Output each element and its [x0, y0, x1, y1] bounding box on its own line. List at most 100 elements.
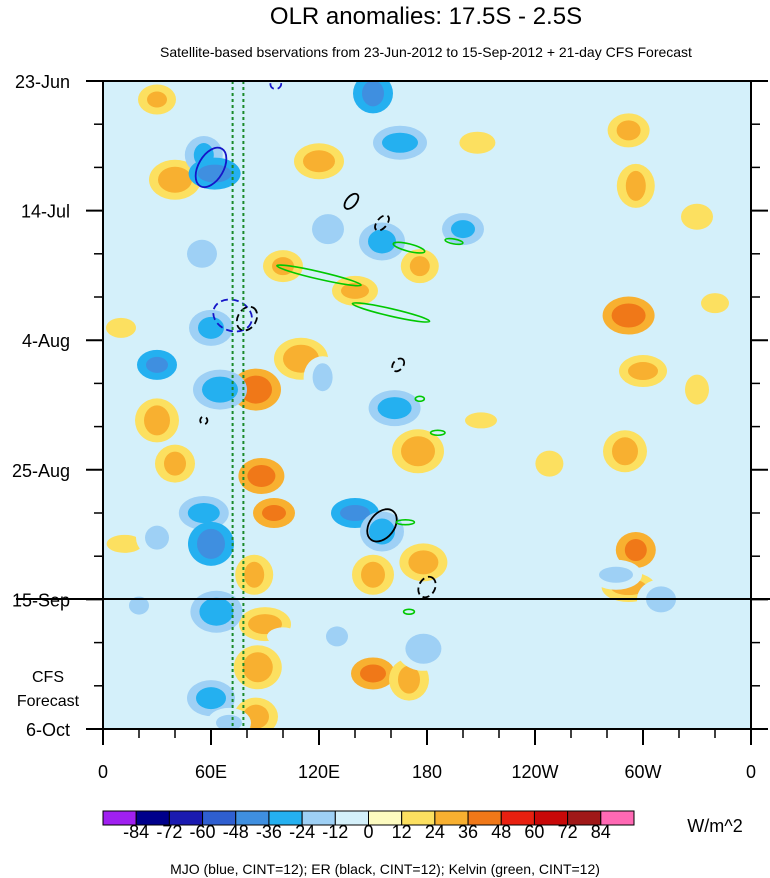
x-axis: 0 60E 120E 180 120W 60W 0	[98, 729, 756, 782]
er-contour	[235, 305, 259, 332]
colorbar-tick-label: 12	[392, 822, 412, 842]
y-tick-label: 25-Aug	[12, 461, 70, 481]
colorbar-swatch	[600, 810, 635, 826]
anomaly-blob	[196, 687, 226, 710]
anomaly-blob	[198, 316, 224, 339]
anomaly-blob	[465, 412, 497, 429]
y-tick-label: 6-Oct	[26, 720, 70, 740]
colorbar-tick-label: 48	[491, 822, 511, 842]
anomaly-blob	[501, 99, 533, 124]
anomaly-blob	[405, 633, 442, 664]
anomaly-blob	[599, 566, 633, 583]
kelvin-contour	[444, 237, 464, 246]
anomaly-blob	[577, 313, 601, 342]
mjo-contour	[212, 298, 253, 333]
anomaly-blob	[244, 561, 265, 588]
mjo-contour	[194, 146, 228, 189]
anomaly-blob	[340, 505, 370, 521]
anomaly-blob	[202, 376, 238, 403]
er-contour	[366, 508, 398, 543]
anomaly-blob	[409, 256, 430, 277]
anomaly-blob	[147, 91, 167, 108]
colorbar-tick-label: -24	[289, 822, 315, 842]
x-tick-label: 120W	[511, 762, 558, 782]
colorbar-tick-label: -60	[190, 822, 216, 842]
anomaly-blob	[713, 436, 735, 467]
anomaly-blob	[685, 374, 709, 405]
colorbar-tick-label: 72	[558, 822, 578, 842]
x-tick-label: 180	[412, 762, 442, 782]
er-contour	[374, 214, 390, 232]
anomaly-blob	[247, 464, 276, 487]
anomaly-blob	[129, 596, 149, 615]
kelvin-contour	[395, 518, 416, 526]
anomaly-blob	[267, 627, 299, 646]
anomaly-blob	[398, 665, 420, 694]
mjo-contour	[269, 81, 283, 90]
anomaly-blob	[628, 362, 658, 381]
anomaly-blob	[240, 375, 272, 404]
colorbar-tick-label: -48	[223, 822, 249, 842]
filtered-contours	[194, 81, 464, 616]
anomaly-blob	[312, 363, 333, 392]
er-contour	[417, 575, 437, 599]
anomaly-blob	[197, 164, 232, 183]
y-tick-label: 4-Aug	[22, 331, 70, 351]
kelvin-contour	[276, 264, 362, 287]
anomaly-blob	[369, 518, 395, 545]
anomaly-blob	[106, 534, 143, 553]
anomaly-blob	[401, 436, 435, 467]
anomaly-blob	[616, 120, 641, 141]
anomaly-blob	[145, 525, 169, 550]
anomaly-blob	[362, 81, 384, 107]
anomaly-blob	[199, 597, 234, 626]
x-tick-label: 0	[98, 762, 108, 782]
anomaly-blob	[106, 317, 136, 338]
anomaly-blob	[262, 505, 286, 521]
anomaly-blob	[312, 214, 344, 245]
er-contour	[343, 192, 360, 210]
y-tick-label: 14-Jul	[21, 202, 70, 222]
colorbar-tick-label: -36	[256, 822, 282, 842]
anomaly-blob	[303, 150, 335, 173]
anomaly-blob	[341, 282, 369, 299]
anomaly-blob	[408, 550, 439, 575]
anomaly-blob	[459, 131, 496, 154]
anomaly-blob	[625, 170, 646, 201]
anomaly-blob	[164, 451, 186, 476]
x-tick-label: 120E	[298, 762, 340, 782]
anomaly-blob	[197, 528, 225, 559]
anomaly-blob	[146, 356, 168, 373]
colorbar-tick-label: -72	[156, 822, 182, 842]
colorbar-tick-label: -12	[322, 822, 348, 842]
anomaly-field	[106, 81, 735, 729]
anomaly-blob	[187, 503, 220, 523]
anomaly-blob	[624, 539, 647, 562]
chart-subtitle: Satellite-based bservations from 23-Jun-…	[160, 44, 692, 60]
anomaly-blob	[539, 257, 567, 276]
anomaly-blob	[158, 166, 192, 193]
colorbar-tick-label: 84	[591, 822, 611, 842]
anomaly-blob	[612, 437, 638, 466]
anomaly-blob	[611, 303, 646, 328]
anomaly-blob	[360, 664, 386, 683]
colorbar-unit-label: W/m^2	[687, 816, 742, 836]
anomaly-blob	[535, 450, 564, 477]
x-tick-label: 60E	[195, 762, 227, 782]
er-contour	[199, 415, 209, 425]
x-tick-label: 0	[746, 762, 756, 782]
chart-title: OLR anomalies: 17.5S - 2.5S	[270, 3, 582, 30]
anomaly-blob	[248, 614, 282, 635]
kelvin-contour	[351, 302, 431, 323]
colorbar: -84 -72 -60 -48 -36 -24 -12 0 12 24 36 48 60 72 84	[102, 810, 635, 842]
kelvin-contour	[402, 608, 416, 616]
anomaly-blob	[377, 397, 412, 420]
anomaly-blob	[326, 626, 348, 647]
colorbar-tick-label: -84	[123, 822, 149, 842]
anomaly-blob	[368, 229, 396, 254]
anomaly-blob	[187, 239, 217, 268]
anomaly-blob	[681, 203, 713, 230]
kelvin-contour	[392, 241, 426, 254]
colorbar-tick-label: 36	[458, 822, 478, 842]
